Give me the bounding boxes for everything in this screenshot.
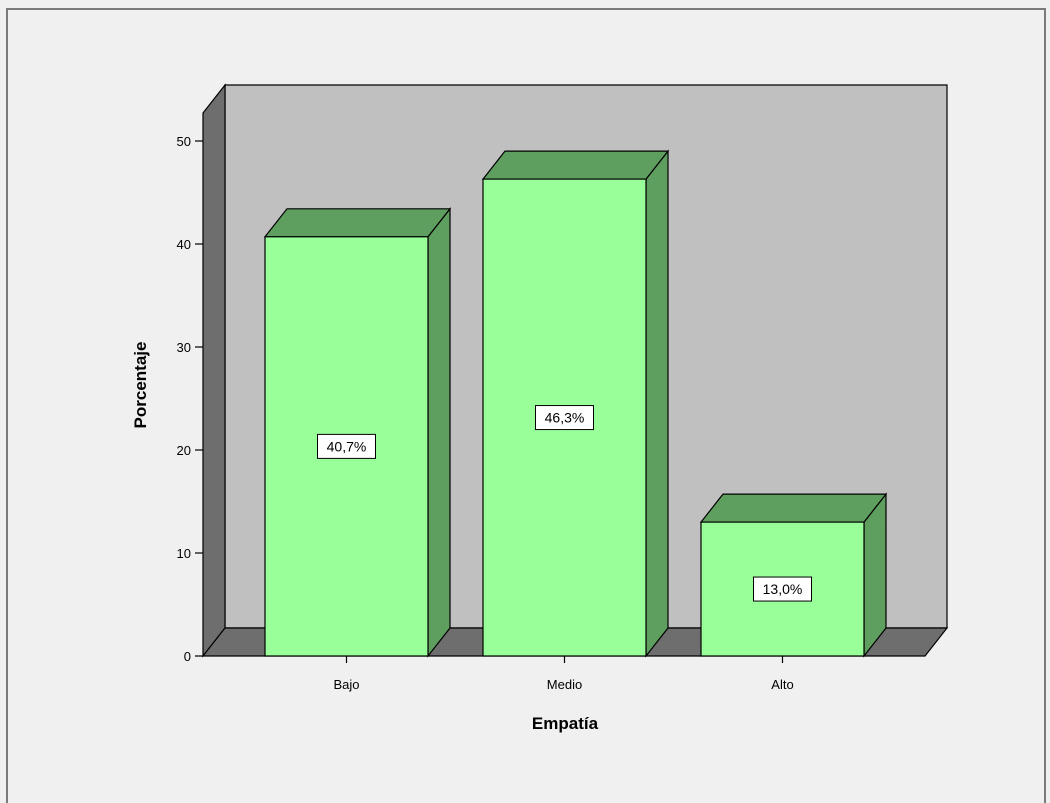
left-wall	[202, 83, 226, 658]
bar	[263, 207, 452, 658]
y-tick-label: 0	[184, 649, 191, 664]
data-label-text: 40,7%	[327, 438, 367, 454]
x-axis-title: Empatía	[532, 714, 599, 733]
data-label-box	[317, 433, 376, 459]
y-tick-label: 40	[177, 237, 191, 252]
data-label-text: 46,3%	[545, 410, 585, 426]
bar-top	[699, 493, 888, 523]
x-tick-label: Medio	[547, 677, 582, 692]
y-axis-title: Porcentaje	[131, 342, 150, 429]
data-labels: 40,7% 46,3% 13,0%	[317, 405, 812, 602]
x-tick-label: Bajo	[333, 677, 359, 692]
y-tick-label: 10	[177, 546, 191, 561]
data-label-box	[535, 405, 594, 431]
y-tick-label: 50	[177, 134, 191, 149]
data-label-box	[753, 576, 812, 602]
data-label: 40,7%	[317, 433, 376, 459]
bar-top	[481, 150, 670, 180]
data-label-text: 13,0%	[763, 581, 803, 597]
x-axis: Bajo Medio Alto	[333, 656, 794, 692]
data-label: 46,3%	[535, 405, 594, 431]
y-axis: 0 10 20 30 40 50	[177, 134, 203, 664]
bar	[699, 492, 888, 658]
bar-side	[427, 207, 451, 658]
bar	[481, 149, 670, 658]
y-tick-label: 20	[177, 443, 191, 458]
bar-top	[263, 208, 452, 238]
data-label: 13,0%	[753, 576, 812, 602]
bar-side	[645, 149, 669, 658]
x-tick-label: Alto	[771, 677, 793, 692]
y-tick-label: 30	[177, 340, 191, 355]
